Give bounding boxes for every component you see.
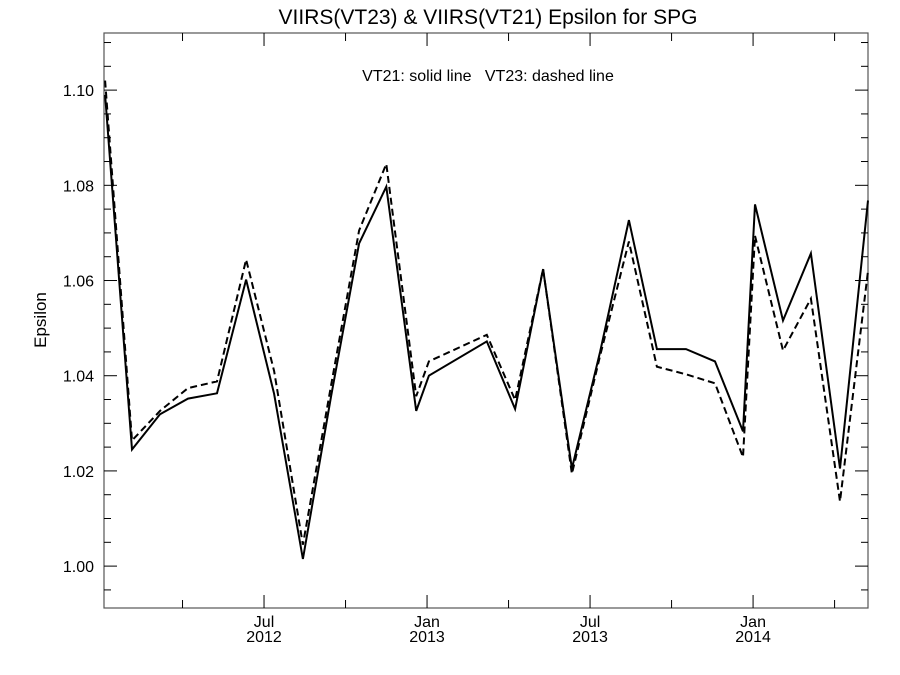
- y-tick-label: 1.08: [63, 178, 94, 195]
- series-line-vt21: [104, 94, 869, 560]
- y-tick-label: 1.06: [63, 274, 94, 291]
- x-tick-label-year: 2013: [572, 629, 608, 646]
- x-tick-label-year: 2012: [246, 629, 282, 646]
- series-lines: [104, 80, 869, 560]
- x-tick-label-year: 2013: [409, 629, 445, 646]
- plot-frame: [103, 32, 869, 609]
- y-tick-label: 1.10: [63, 83, 94, 100]
- x-tick-label-month: Jul: [254, 614, 274, 631]
- x-tick-label-month: Jul: [580, 614, 600, 631]
- axes: [103, 32, 869, 609]
- x-tick-label-month: Jan: [740, 614, 766, 631]
- series-line-vt23: [104, 80, 869, 545]
- chart-title: VIIRS(VT23) & VIIRS(VT21) Epsilon for SP…: [279, 6, 698, 29]
- y-tick-label: 1.00: [63, 559, 94, 576]
- y-axis-label: Epsilon: [31, 292, 50, 348]
- legend-annotation: VT21: solid line VT23: dashed line: [362, 68, 614, 85]
- x-tick-label-year: 2014: [735, 629, 771, 646]
- ticks: 1.001.021.041.061.081.10Jul2012Jan2013Ju…: [63, 33, 868, 646]
- y-tick-label: 1.02: [63, 464, 94, 481]
- y-tick-label: 1.04: [63, 369, 94, 386]
- x-tick-label-month: Jan: [414, 614, 440, 631]
